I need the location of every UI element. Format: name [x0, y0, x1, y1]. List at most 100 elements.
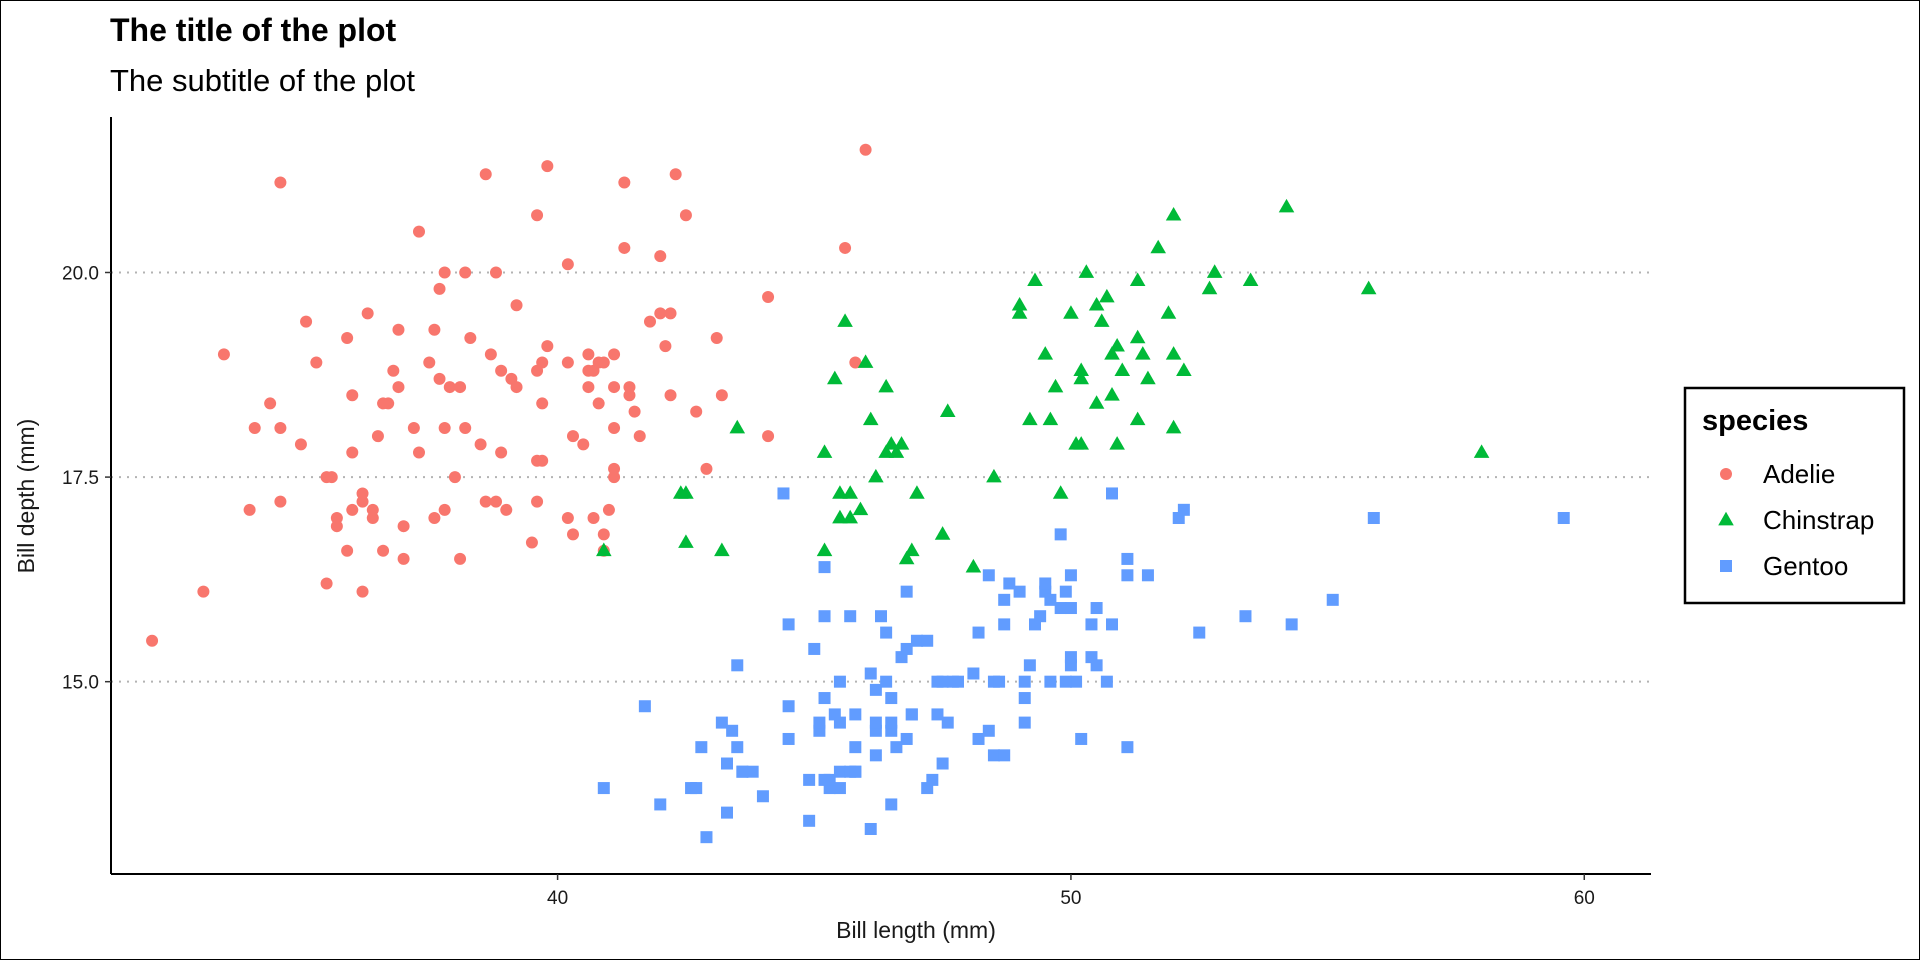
x-tick-label: 60 [1574, 888, 1595, 909]
data-point-adelie [197, 585, 210, 598]
data-point-adelie [839, 241, 852, 254]
data-point-adelie [762, 291, 775, 304]
data-point-chinstrap [832, 509, 848, 524]
data-point-chinstrap [1129, 272, 1146, 287]
data-point-gentoo [1064, 602, 1077, 615]
legend-key-chinstrap [1718, 511, 1734, 526]
data-point-adelie [433, 282, 446, 295]
data-point-adelie [567, 528, 579, 541]
data-point-chinstrap [832, 485, 848, 499]
data-point-adelie [433, 372, 446, 385]
data-point-chinstrap [816, 444, 833, 458]
data-point-gentoo [900, 585, 913, 598]
data-point-chinstrap [1011, 297, 1028, 311]
data-point-adelie [531, 495, 544, 508]
data-point-gentoo [998, 749, 1011, 762]
data-point-chinstrap [868, 468, 884, 483]
data-point-gentoo [1023, 659, 1036, 672]
data-point-gentoo [638, 700, 651, 713]
data-point-gentoo [823, 773, 836, 786]
data-point-chinstrap [904, 542, 920, 557]
legend-key-adelie [1720, 468, 1732, 480]
data-point-chinstrap [678, 485, 694, 499]
data-point-chinstrap [857, 354, 874, 368]
data-point-adelie [561, 512, 574, 525]
data-point-chinstrap [1165, 207, 1182, 221]
data-point-adelie [346, 503, 359, 516]
data-point-adelie [356, 585, 369, 598]
data-point-gentoo [931, 708, 944, 721]
data-point-chinstrap [1242, 272, 1259, 287]
data-point-gentoo [864, 667, 877, 680]
data-point-chinstrap [837, 313, 853, 327]
data-point-adelie [623, 381, 636, 394]
data-point-gentoo [1013, 585, 1026, 598]
data-point-gentoo [1018, 675, 1031, 688]
data-point-chinstrap [596, 542, 612, 557]
data-point-gentoo [910, 634, 923, 647]
data-point-gentoo [880, 675, 893, 688]
legend-label-gentoo: Gentoo [1763, 551, 1848, 581]
data-point-adelie [582, 381, 595, 394]
data-point-gentoo [849, 765, 862, 778]
data-point-adelie [531, 209, 544, 222]
data-point-gentoo [1054, 602, 1067, 615]
data-point-gentoo [1034, 610, 1047, 623]
data-point-gentoo [1141, 569, 1154, 582]
data-point-chinstrap [827, 370, 843, 385]
data-point-adelie [618, 176, 631, 189]
data-point-adelie [700, 462, 713, 475]
data-point-chinstrap [939, 403, 956, 417]
data-point-adelie [664, 307, 677, 320]
data-point-gentoo [700, 831, 713, 844]
data-point-chinstrap [1027, 272, 1043, 287]
data-point-chinstrap [1473, 444, 1490, 458]
x-tick-label: 40 [547, 888, 568, 909]
data-point-chinstrap [986, 468, 1002, 483]
data-point-chinstrap [852, 501, 869, 516]
data-point-chinstrap [842, 509, 858, 524]
data-point-gentoo [1044, 675, 1057, 688]
data-point-gentoo [746, 765, 759, 778]
data-point-gentoo [1193, 626, 1206, 639]
data-point-adelie [592, 397, 605, 410]
chart-title: The title of the plot [110, 12, 397, 48]
data-point-chinstrap [883, 436, 900, 450]
data-point-gentoo [1070, 675, 1083, 688]
data-point-gentoo [972, 732, 985, 745]
data-point-adelie [484, 348, 497, 361]
series-chinstrap [596, 198, 1490, 573]
data-point-chinstrap [1114, 362, 1131, 377]
data-point-chinstrap [1052, 485, 1069, 499]
data-point-gentoo [998, 618, 1011, 631]
y-axis-title: Bill depth (mm) [13, 419, 39, 574]
data-point-adelie [597, 528, 610, 541]
data-point-gentoo [885, 716, 898, 729]
data-point-chinstrap [1037, 346, 1054, 360]
data-point-gentoo [1059, 675, 1072, 688]
data-point-chinstrap [1022, 411, 1038, 426]
data-point-gentoo [782, 618, 795, 631]
data-point-adelie [448, 471, 461, 484]
data-point-adelie [490, 495, 502, 508]
data-point-adelie [495, 446, 508, 459]
x-axis-title: Bill length (mm) [836, 917, 996, 943]
data-point-gentoo [1121, 741, 1134, 754]
data-point-adelie [618, 241, 631, 254]
data-point-adelie [274, 176, 287, 189]
data-point-chinstrap [1278, 198, 1295, 213]
data-point-adelie [536, 397, 549, 410]
data-point-adelie [274, 421, 287, 434]
data-point-chinstrap [1063, 305, 1079, 319]
data-point-adelie [577, 438, 590, 451]
data-point-adelie [407, 421, 420, 434]
data-point-adelie [602, 503, 615, 516]
axis-ticks: 15.0 17.5 20.0 40 50 60 [62, 263, 1595, 909]
legend-label-adelie: Adelie [1763, 459, 1835, 489]
data-point-chinstrap [1165, 419, 1182, 434]
data-point-adelie [243, 503, 256, 516]
data-point-gentoo [885, 692, 898, 705]
data-point-gentoo [1285, 618, 1298, 631]
data-point-chinstrap [842, 485, 858, 499]
data-point-adelie [248, 421, 261, 434]
